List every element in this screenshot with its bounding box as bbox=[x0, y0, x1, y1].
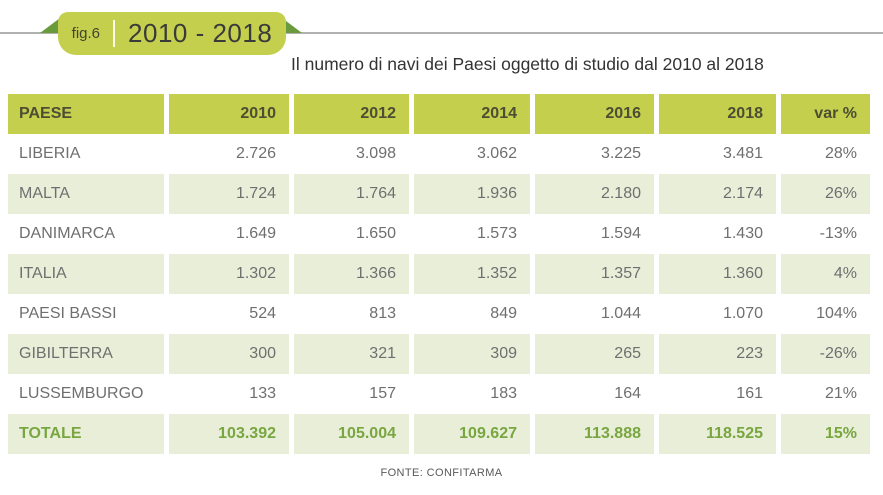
tab-divider bbox=[113, 20, 116, 47]
value-cell: 103.392 bbox=[169, 414, 289, 454]
figure-tab: fig.6 2010 - 2018 bbox=[58, 12, 286, 55]
country-cell: GIBILTERRA bbox=[8, 334, 164, 374]
header-cell-2010: 2010 bbox=[169, 94, 289, 134]
value-cell: 1.360 bbox=[659, 254, 776, 294]
value-cell: 1.070 bbox=[659, 294, 776, 334]
value-cell: 164 bbox=[535, 374, 654, 414]
value-cell: 849 bbox=[414, 294, 530, 334]
value-cell: 2.174 bbox=[659, 174, 776, 214]
table-total-row: TOTALE 103.392 105.004 109.627 113.888 118.52… bbox=[8, 414, 870, 454]
value-cell: 223 bbox=[659, 334, 776, 374]
header-cell-paese: PAESE bbox=[8, 94, 164, 134]
value-cell: 1.357 bbox=[535, 254, 654, 294]
country-cell: LIBERIA bbox=[8, 134, 164, 174]
value-cell: 1.936 bbox=[414, 174, 530, 214]
table-row: PAESI BASSI 524 813 849 1.044 1.070 104% bbox=[8, 294, 870, 334]
value-cell: 265 bbox=[535, 334, 654, 374]
value-cell: 105.004 bbox=[294, 414, 409, 454]
figure-title: Il numero di navi dei Paesi oggetto di s… bbox=[291, 54, 764, 74]
value-cell: 109.627 bbox=[414, 414, 530, 454]
table-header-row: PAESE 2010 2012 2014 2016 2018 var % bbox=[8, 94, 870, 134]
var-percent-cell: -26% bbox=[781, 334, 870, 374]
value-cell: 3.481 bbox=[659, 134, 776, 174]
value-cell: 1.352 bbox=[414, 254, 530, 294]
value-cell: 133 bbox=[169, 374, 289, 414]
value-cell: 1.724 bbox=[169, 174, 289, 214]
value-cell: 1.649 bbox=[169, 214, 289, 254]
value-cell: 1.044 bbox=[535, 294, 654, 334]
horizontal-rule bbox=[0, 32, 883, 34]
value-cell: 321 bbox=[294, 334, 409, 374]
value-cell: 1.366 bbox=[294, 254, 409, 294]
var-percent-cell: 26% bbox=[781, 174, 870, 214]
var-percent-cell: 15% bbox=[781, 414, 870, 454]
figure-number-label: fig.6 bbox=[71, 25, 101, 42]
table-row: GIBILTERRA 300 321 309 265 223 -26% bbox=[8, 334, 870, 374]
value-cell: 524 bbox=[169, 294, 289, 334]
table-row: LUSSEMBURGO 133 157 183 164 161 21% bbox=[8, 374, 870, 414]
var-percent-cell: 4% bbox=[781, 254, 870, 294]
value-cell: 3.098 bbox=[294, 134, 409, 174]
value-cell: 161 bbox=[659, 374, 776, 414]
value-cell: 157 bbox=[294, 374, 409, 414]
header-cell-2016: 2016 bbox=[535, 94, 654, 134]
value-cell: 300 bbox=[169, 334, 289, 374]
value-cell: 3.225 bbox=[535, 134, 654, 174]
country-cell: LUSSEMBURGO bbox=[8, 374, 164, 414]
value-cell: 1.302 bbox=[169, 254, 289, 294]
value-cell: 113.888 bbox=[535, 414, 654, 454]
value-cell: 183 bbox=[414, 374, 530, 414]
country-cell: PAESI BASSI bbox=[8, 294, 164, 334]
var-percent-cell: -13% bbox=[781, 214, 870, 254]
table-row: DANIMARCA 1.649 1.650 1.573 1.594 1.430 -13% bbox=[8, 214, 870, 254]
var-percent-cell: 28% bbox=[781, 134, 870, 174]
table-row: ITALIA 1.302 1.366 1.352 1.357 1.360 4% bbox=[8, 254, 870, 294]
value-cell: 2.726 bbox=[169, 134, 289, 174]
value-cell: 1.764 bbox=[294, 174, 409, 214]
value-cell: 1.650 bbox=[294, 214, 409, 254]
value-cell: 1.573 bbox=[414, 214, 530, 254]
country-cell: MALTA bbox=[8, 174, 164, 214]
country-cell: DANIMARCA bbox=[8, 214, 164, 254]
table-row: MALTA 1.724 1.764 1.936 2.180 2.174 26% bbox=[8, 174, 870, 214]
figure-year-range: 2010 - 2018 bbox=[128, 18, 273, 48]
header-cell-var: var % bbox=[781, 94, 870, 134]
header-cell-2014: 2014 bbox=[414, 94, 530, 134]
value-cell: 1.430 bbox=[659, 214, 776, 254]
var-percent-cell: 104% bbox=[781, 294, 870, 334]
value-cell: 3.062 bbox=[414, 134, 530, 174]
country-cell: TOTALE bbox=[8, 414, 164, 454]
table-row: LIBERIA 2.726 3.098 3.062 3.225 3.481 28% bbox=[8, 134, 870, 174]
var-percent-cell: 21% bbox=[781, 374, 870, 414]
header-cell-2018: 2018 bbox=[659, 94, 776, 134]
value-cell: 1.594 bbox=[535, 214, 654, 254]
source-note: FONTE: CONFITARMA bbox=[380, 467, 503, 479]
value-cell: 813 bbox=[294, 294, 409, 334]
value-cell: 118.525 bbox=[659, 414, 776, 454]
header-cell-2012: 2012 bbox=[294, 94, 409, 134]
country-cell: ITALIA bbox=[8, 254, 164, 294]
value-cell: 2.180 bbox=[535, 174, 654, 214]
value-cell: 309 bbox=[414, 334, 530, 374]
ships-table: PAESE 2010 2012 2014 2016 2018 var % LIB… bbox=[8, 94, 870, 454]
